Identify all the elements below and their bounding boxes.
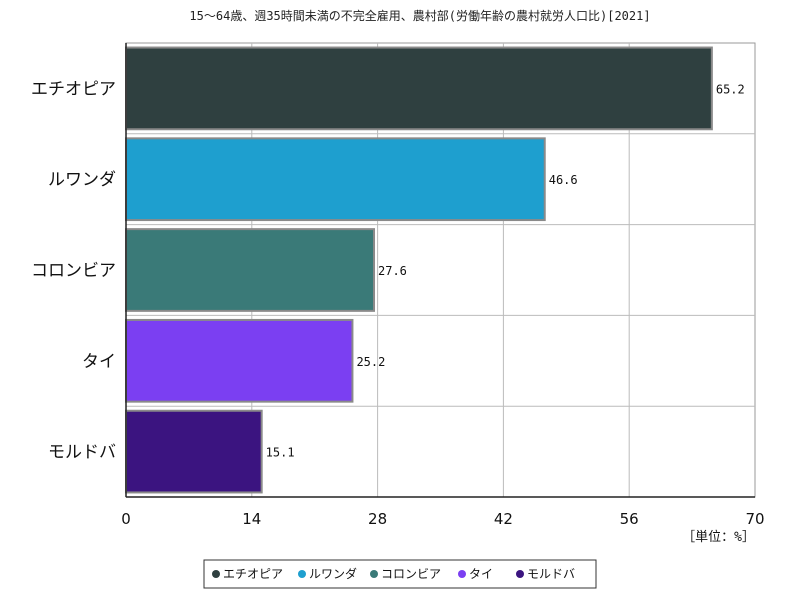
category-label: コロンビア (31, 261, 116, 281)
legend-item-label: エチオピア (223, 567, 283, 581)
x-tick-label: 56 (620, 510, 639, 528)
legend-box (203, 559, 597, 589)
legend-marker (370, 570, 378, 578)
chart-title: 15～64歳、週35時間未満の不完全雇用、農村部(労働年齢の農村就労人口比)[2… (189, 8, 650, 23)
value-label: 46.6 (549, 173, 578, 187)
legend-marker (212, 570, 220, 578)
legend-item-label: タイ (469, 567, 493, 581)
value-label: 15.1 (266, 446, 295, 460)
unit-label: ［単位：%］ (682, 529, 755, 545)
legend-marker (516, 570, 524, 578)
x-tick-label: 0 (121, 510, 131, 528)
x-tick-label: 14 (242, 510, 261, 528)
legend-marker (458, 570, 466, 578)
x-tick-label: 42 (494, 510, 513, 528)
legend-marker (298, 570, 306, 578)
category-label: ルワンダ (48, 170, 116, 190)
category-label: モルドバ (48, 443, 116, 463)
bar (125, 318, 354, 403)
category-label: エチオピア (31, 79, 116, 99)
value-label: 65.2 (716, 82, 745, 96)
legend: エチオピア ルワンダ コロンビア タイ モルドバ (203, 559, 597, 589)
x-tick-label: 28 (368, 510, 387, 528)
bar (125, 409, 263, 494)
category-label: タイ (82, 352, 116, 372)
tick-labels: 0 14 28 42 56 70 (121, 510, 764, 528)
bar (125, 46, 713, 131)
legend-item-label: コロンビア (381, 567, 441, 581)
legend-item-label: モルドバ (527, 567, 575, 581)
legend-item-label: ルワンダ (309, 566, 357, 581)
bars: 65.2 46.6 27.6 25.2 15.1 (125, 43, 755, 498)
value-label: 25.2 (356, 355, 385, 369)
bar (125, 228, 376, 312)
bar (125, 137, 546, 222)
value-label: 27.6 (378, 264, 407, 278)
x-tick-label: 70 (745, 510, 764, 528)
